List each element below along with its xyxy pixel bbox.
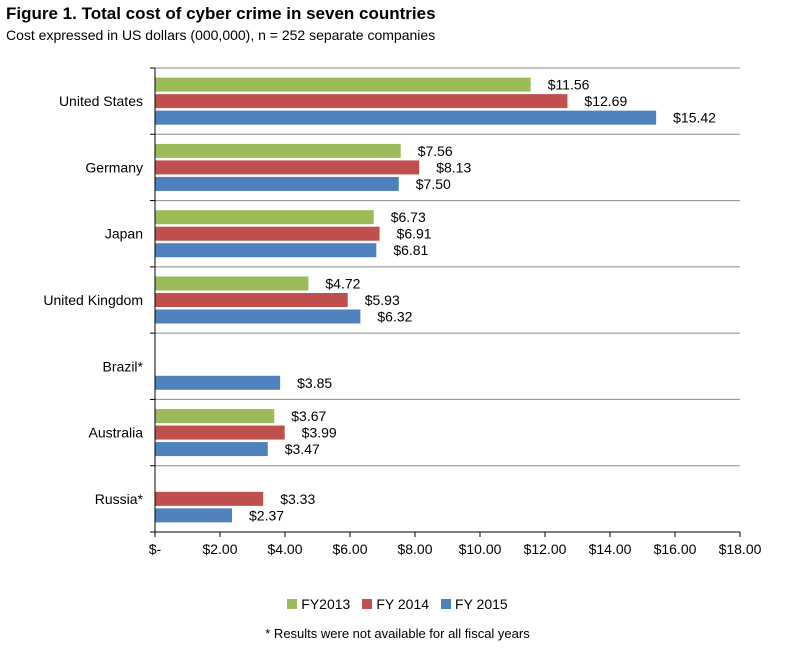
category-label: Russia* xyxy=(95,491,144,507)
data-label: $3.33 xyxy=(280,491,315,507)
x-tick-label: $12.00 xyxy=(524,541,567,557)
data-label: $3.67 xyxy=(291,408,326,424)
data-label: $15.42 xyxy=(673,110,716,126)
bar xyxy=(155,226,380,241)
category-label: United Kingdom xyxy=(43,292,143,308)
x-tick-label: $6.00 xyxy=(332,541,367,557)
bar xyxy=(155,425,285,440)
bar-chart: United States $11.56$12.69 $15.42 Germany $7… xyxy=(43,67,762,557)
bar xyxy=(155,110,657,125)
legend-swatch xyxy=(362,599,373,609)
x-tick-label: $10.00 xyxy=(459,541,502,557)
legend-item: FY 2015 xyxy=(441,596,508,612)
legend-swatch xyxy=(287,599,298,609)
data-label: $3.85 xyxy=(297,375,332,391)
bar xyxy=(155,210,374,225)
legend: FY2013 FY 2014 FY 2015 xyxy=(0,596,795,612)
legend-item: FY 2014 xyxy=(362,596,429,612)
data-label: $11.56 xyxy=(548,77,590,93)
x-tick-label: $2.00 xyxy=(202,541,237,557)
bar xyxy=(155,375,281,390)
bar xyxy=(155,276,309,291)
category-label: Germany xyxy=(85,159,143,175)
x-tick-label: $18.00 xyxy=(719,541,762,557)
bar xyxy=(155,243,377,258)
category-label: United States xyxy=(59,93,143,109)
category-label: Japan xyxy=(105,226,143,242)
legend-label: FY 2014 xyxy=(376,596,430,612)
x-tick-label: $4.00 xyxy=(267,541,302,557)
data-label: $5.93 xyxy=(365,292,400,308)
footnote: * Results were not available for all fis… xyxy=(265,626,530,641)
bar xyxy=(155,94,568,109)
x-tick-label: $8.00 xyxy=(397,541,432,557)
data-label: $7.56 xyxy=(418,143,453,159)
bar xyxy=(155,160,420,175)
data-label: $6.32 xyxy=(377,309,412,325)
category-label: Brazil* xyxy=(103,358,144,374)
bar xyxy=(155,508,233,523)
x-tick-label: $14.00 xyxy=(589,541,632,557)
data-label: $6.73 xyxy=(391,209,426,225)
x-tick-label: $- xyxy=(149,541,162,557)
bar xyxy=(155,309,361,324)
category-label: Australia xyxy=(89,425,144,441)
legend-item: FY2013 xyxy=(287,596,350,612)
data-label: $6.81 xyxy=(393,242,428,258)
legend-label: FY2013 xyxy=(301,596,351,612)
data-label: $7.50 xyxy=(416,176,451,192)
bar xyxy=(155,409,275,424)
bar xyxy=(155,143,401,158)
data-label: $3.47 xyxy=(285,441,320,457)
bar xyxy=(155,293,348,307)
data-label: $8.13 xyxy=(436,159,471,175)
bar xyxy=(155,442,268,457)
chart-title: Figure 1. Total cost of cyber crime in s… xyxy=(6,4,436,23)
legend-label: FY 2015 xyxy=(455,596,508,612)
bar xyxy=(155,176,399,191)
x-tick-label: $16.00 xyxy=(654,541,697,557)
chart-subtitle: Cost expressed in US dollars (000,000), … xyxy=(6,27,436,43)
data-label: $12.69 xyxy=(584,93,627,109)
data-label: $6.91 xyxy=(397,226,432,242)
data-label: $2.37 xyxy=(249,507,284,523)
legend-swatch xyxy=(441,599,452,609)
data-label: $4.72 xyxy=(325,276,360,292)
data-label: $3.99 xyxy=(302,425,337,441)
bar xyxy=(155,491,264,506)
bar xyxy=(155,77,531,92)
